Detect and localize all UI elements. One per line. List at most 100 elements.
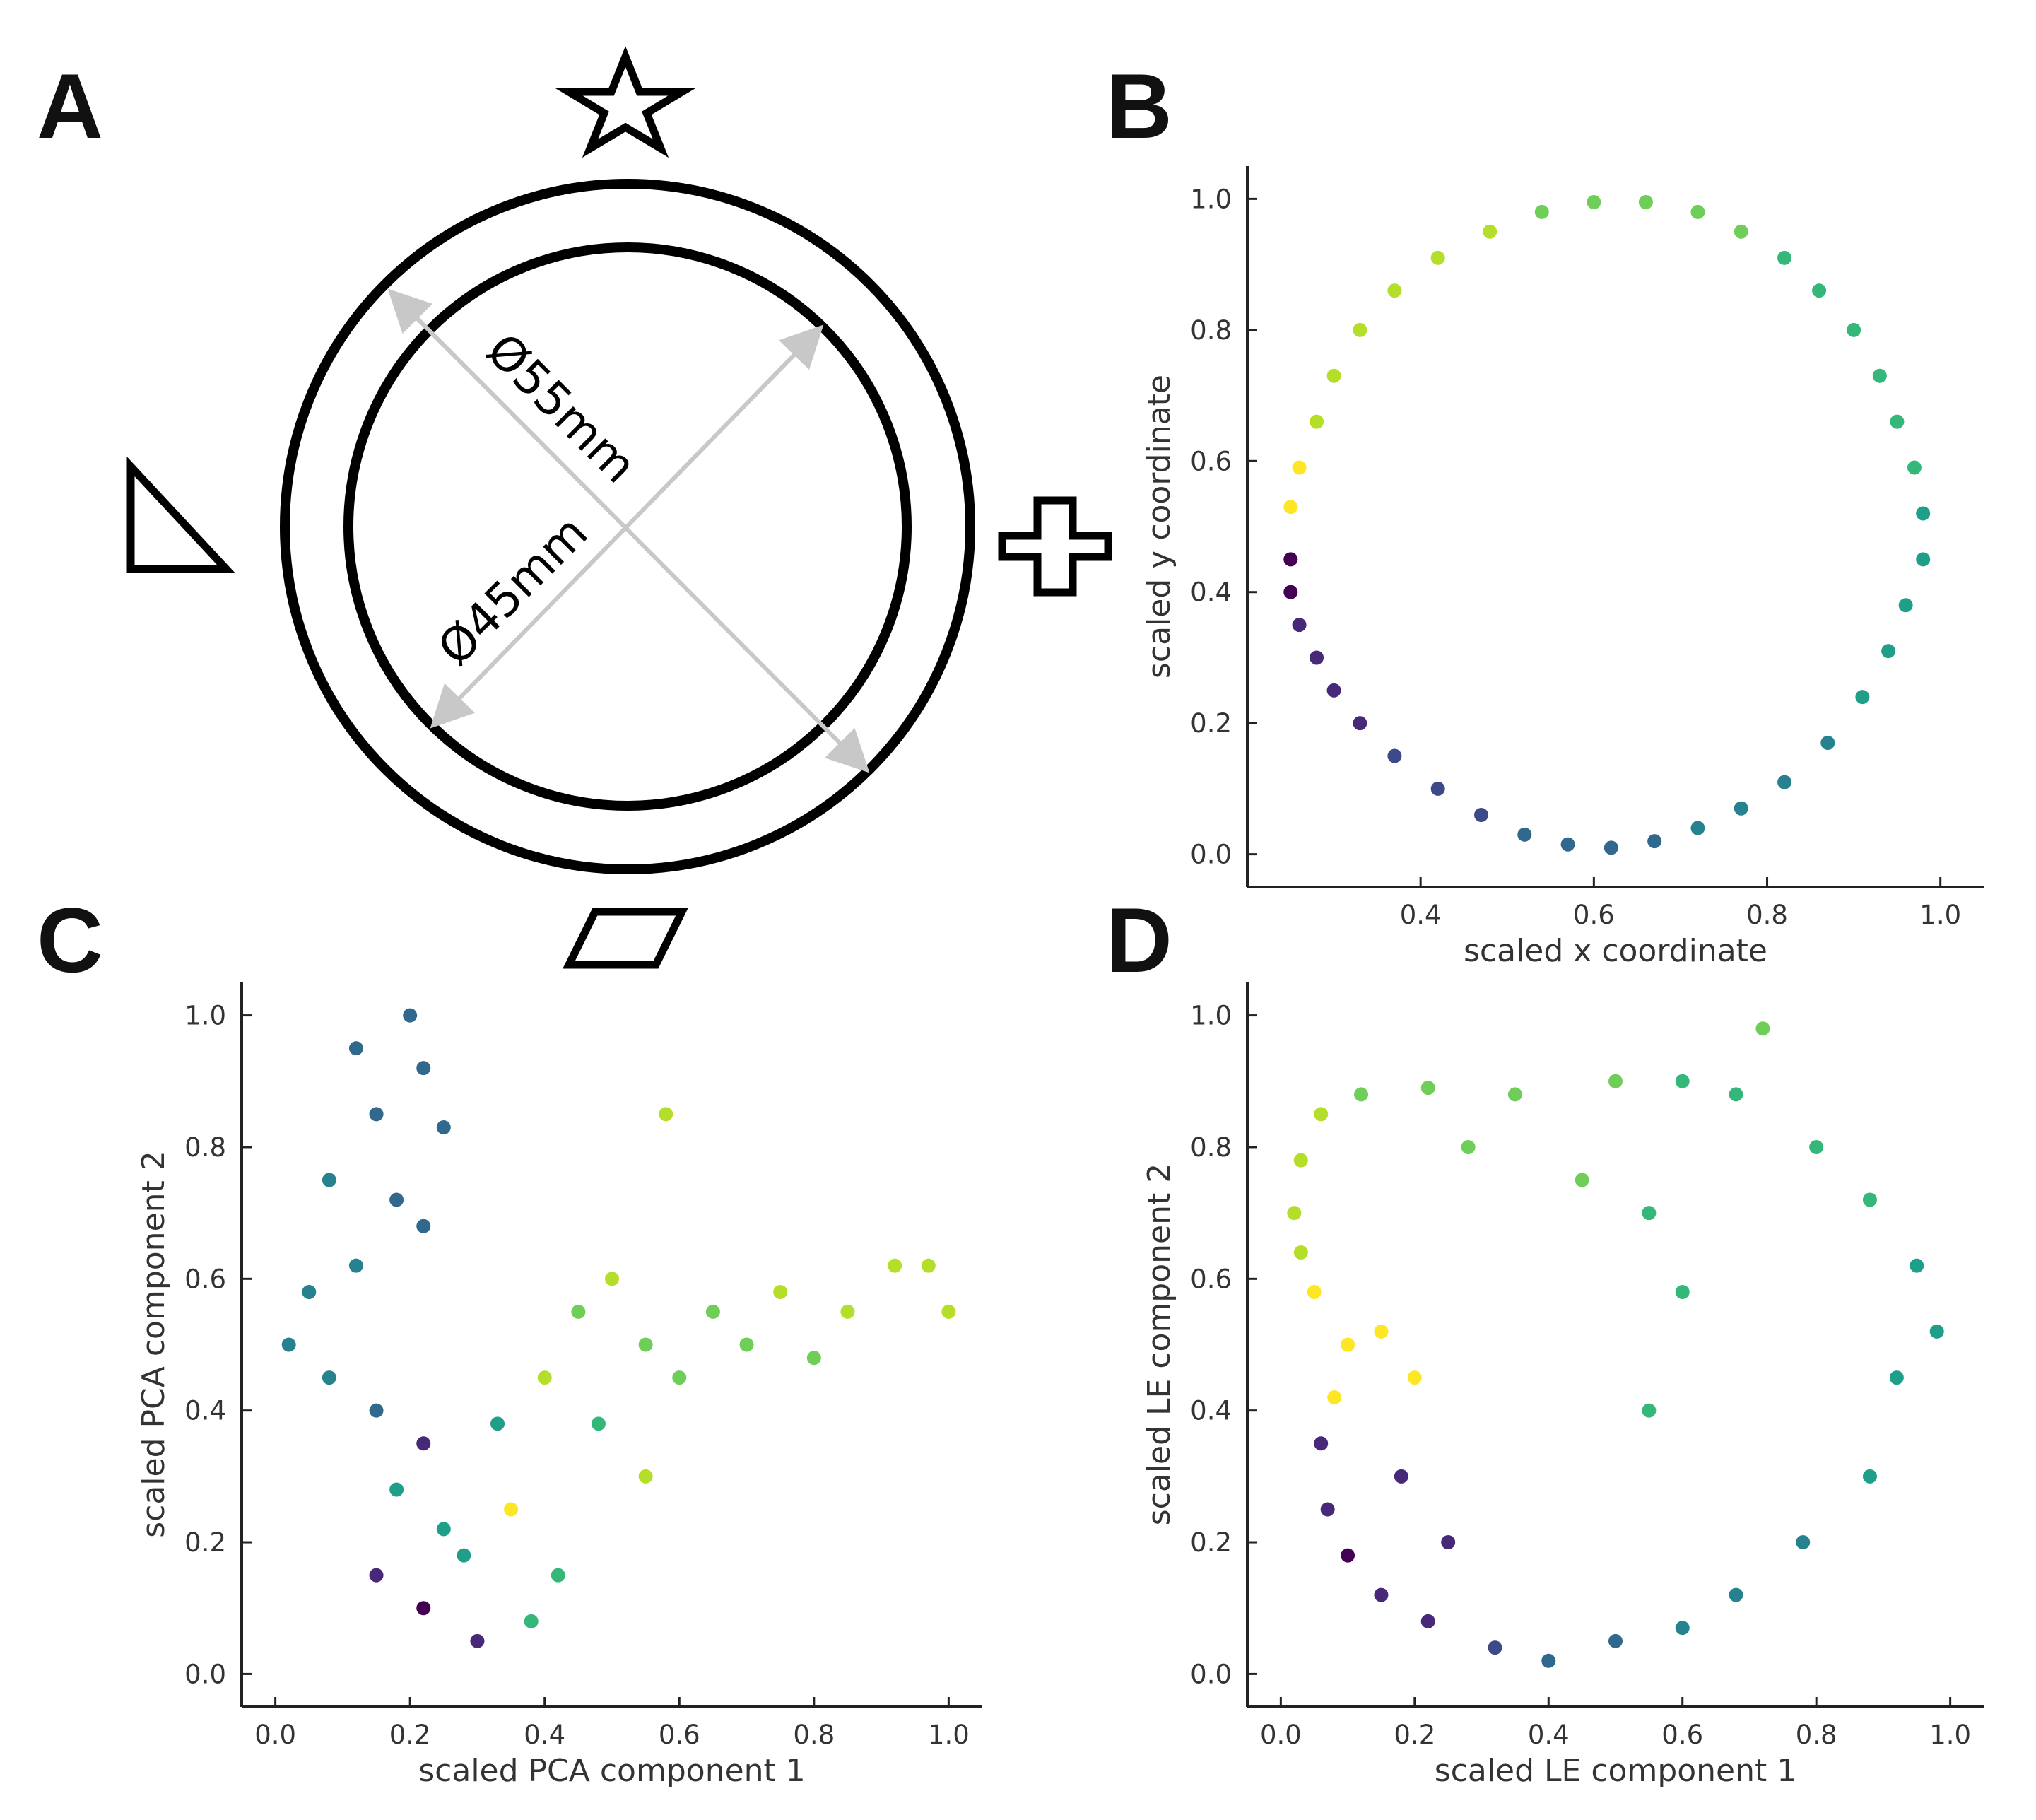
chart-b-ytick-label: 0.2 [1190, 708, 1232, 739]
chart-b-point [1690, 204, 1705, 219]
panel-letter-b: B [1106, 54, 1172, 158]
chart-b-point [1473, 808, 1488, 822]
chart-c-point [322, 1370, 336, 1385]
chart-c-point [504, 1502, 519, 1517]
chart-c-point [389, 1192, 404, 1207]
chart-b-ytick-label: 1.0 [1190, 184, 1232, 214]
chart-b-point [1560, 837, 1575, 852]
chart-d-point [1327, 1390, 1342, 1405]
chart-d-point [1441, 1535, 1456, 1550]
chart-b-point [1387, 748, 1402, 763]
chart-d-ytick-label: 0.0 [1190, 1659, 1232, 1689]
chart-d-point [1420, 1614, 1435, 1628]
chart-d-point [1420, 1081, 1435, 1096]
chart-d-ytick-label: 0.2 [1190, 1527, 1232, 1558]
chart-b-point [1283, 552, 1298, 567]
chart-b-point [1847, 322, 1861, 337]
chart-c-ytick-label: 0.6 [184, 1264, 226, 1294]
chart-c-points [281, 1008, 956, 1648]
chart-b-point [1898, 598, 1913, 613]
chart-b-point [1353, 322, 1367, 337]
chart-d-ytick-label: 0.4 [1190, 1396, 1232, 1426]
chart-d-point [1314, 1107, 1329, 1122]
chart-b-point [1734, 801, 1748, 816]
inner-diameter-label: Ø45mm [428, 505, 598, 676]
chart-d-point [1293, 1153, 1308, 1168]
panel-c-chart: 0.0 0.2 0.4 0.6 0.8 1.0 0.0 0.2 0.4 0.6 0.8 1.0 sca… [136, 982, 982, 1789]
chart-d-point [1354, 1087, 1369, 1102]
chart-b-point [1890, 414, 1905, 429]
chart-c-point [348, 1041, 363, 1056]
chart-b-point [1638, 195, 1653, 209]
panel-b-chart: 0.4 0.6 0.8 1.0 0.0 0.2 0.4 0.6 0.8 1.0 scaled x … [1141, 166, 1984, 969]
chart-d-ytick-label: 0.8 [1190, 1132, 1232, 1163]
chart-b-point [1587, 195, 1601, 209]
chart-d-point [1729, 1587, 1743, 1602]
chart-b-ytick-label: 0.8 [1190, 315, 1232, 346]
chart-d-points [1287, 1021, 1944, 1668]
chart-c-point [416, 1436, 431, 1451]
chart-c-xtick-label: 1.0 [928, 1720, 970, 1750]
chart-b-ytick-label: 0.4 [1190, 577, 1232, 608]
chart-b-point [1690, 821, 1705, 835]
chart-d-point [1307, 1284, 1322, 1299]
chart-c-point [436, 1522, 451, 1537]
chart-d-ytick-label: 1.0 [1190, 1001, 1232, 1031]
chart-d-point [1461, 1139, 1476, 1154]
chart-d-xtick-label: 0.2 [1394, 1720, 1435, 1750]
outer-ring [280, 179, 975, 874]
chart-c-point [921, 1258, 936, 1273]
chart-b-point [1326, 368, 1341, 383]
chart-d-point [1642, 1206, 1657, 1221]
chart-c-point [416, 1061, 431, 1076]
chart-b-points [1283, 195, 1931, 855]
chart-d-point [1755, 1021, 1770, 1036]
chart-c-point [591, 1416, 606, 1431]
chart-c-point [302, 1284, 317, 1299]
chart-d-point [1541, 1653, 1556, 1668]
chart-c-point [369, 1107, 384, 1122]
chart-d-point [1796, 1535, 1811, 1550]
chart-c-point [773, 1284, 788, 1299]
plus-cue-icon [998, 496, 1112, 597]
chart-d-point [1675, 1074, 1690, 1088]
chart-c-point [571, 1304, 586, 1319]
chart-b-point [1777, 250, 1792, 265]
chart-d-ticks: 0.0 0.2 0.4 0.6 0.8 1.0 0.0 0.2 0.4 0.6 0.8 1.0 [1190, 1001, 1971, 1750]
chart-c-point [457, 1548, 471, 1563]
chart-b-xtick-label: 1.0 [1919, 900, 1961, 930]
chart-c-xtick-label: 0.6 [659, 1720, 700, 1750]
chart-c-ytick-label: 0.4 [184, 1396, 226, 1426]
chart-d-point [1809, 1139, 1824, 1154]
chart-c-xlabel: scaled PCA component 1 [418, 1753, 806, 1789]
chart-d-point [1862, 1469, 1877, 1484]
chart-c-point [537, 1370, 552, 1385]
inner-ring [343, 242, 912, 811]
chart-d-point [1374, 1324, 1389, 1339]
chart-d-point [1910, 1258, 1924, 1273]
chart-c-point [638, 1337, 653, 1352]
chart-b-ytick-label: 0.0 [1190, 840, 1232, 870]
chart-b-point [1483, 224, 1497, 239]
chart-b-point [1855, 690, 1870, 705]
chart-b-point [1907, 460, 1922, 475]
chart-b-point [1604, 840, 1618, 855]
chart-c-point [369, 1568, 384, 1583]
chart-c-point [941, 1304, 956, 1319]
chart-c-point [524, 1614, 539, 1628]
chart-d-xlabel: scaled LE component 1 [1435, 1753, 1797, 1789]
chart-c-point [638, 1469, 653, 1484]
chart-d-point [1608, 1633, 1623, 1648]
chart-c-xtick-label: 0.2 [389, 1720, 431, 1750]
chart-d-xtick-label: 0.4 [1528, 1720, 1570, 1750]
chart-b-point [1881, 644, 1896, 659]
chart-d-xtick-label: 0.0 [1260, 1720, 1302, 1750]
chart-d-point [1575, 1173, 1589, 1187]
chart-c-ytick-label: 0.2 [184, 1527, 226, 1558]
chart-c-point [470, 1633, 485, 1648]
outer-diameter-label: Ø55mm [476, 323, 647, 493]
chart-d-point [1341, 1337, 1355, 1352]
chart-c-point [389, 1482, 404, 1497]
chart-b-point [1812, 283, 1827, 298]
parallelogram-cue-icon [563, 908, 688, 969]
